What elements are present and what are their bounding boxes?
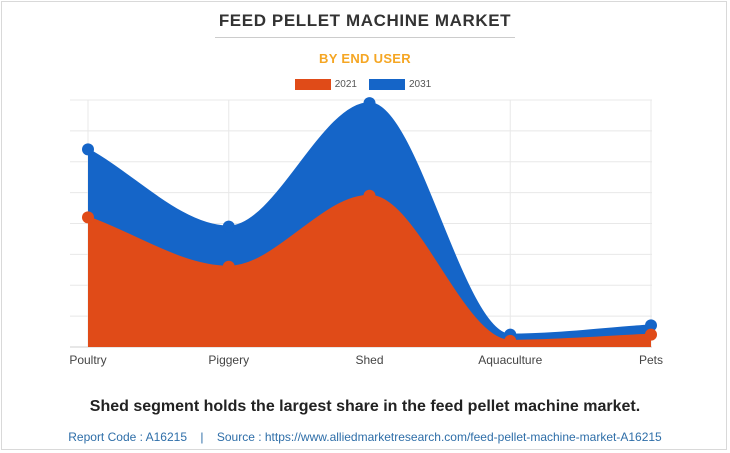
x-tick-label-shed: Shed [355,353,383,367]
area-series-2021 [88,195,651,347]
legend-label-2021: 2021 [334,79,357,90]
data-point-2021-piggery [222,260,235,273]
chart-caption: Shed segment holds the largest share in … [89,398,641,415]
legend-label-2031: 2031 [409,79,432,90]
legend-swatch-2031 [369,79,405,90]
footer-separator [190,430,197,444]
chart-subtitle: BY END USER [319,51,411,66]
data-point-2031-poultry [82,143,94,156]
footer-separator-bar: | [200,430,204,444]
chart-title: FEED PELLET MACHINE MARKET [218,11,512,30]
footer-separator-2 [207,430,214,444]
report-code: Report Code : A16215 [68,430,188,444]
data-point-2031-piggery [222,220,235,233]
source-link[interactable]: Source : https://www.alliedmarketresearc… [216,430,662,444]
legend-item-2021[interactable]: 2021 [294,79,361,90]
x-tick-label-pets: Pets [639,353,663,367]
legend-item-2031[interactable]: 2031 [369,79,435,90]
data-point-2021-shed [363,189,376,202]
data-point-2031-shed [363,97,376,110]
data-point-2021-pets [645,328,657,341]
x-tick-label-poultry: Poultry [69,353,106,367]
chart-footer: Report Code : A16215 | Source : https://… [0,430,730,444]
data-point-2021-aquaculture [504,334,517,347]
title-divider [215,37,515,38]
x-tick-label-aquaculture: Aquaculture [478,353,542,367]
legend-swatch-2021 [294,79,331,90]
data-point-2021-poultry [82,211,94,224]
chart-legend: 2021 2031 [0,79,730,90]
x-tick-label-piggery: Piggery [208,353,249,367]
data-point-2031-pets [645,319,657,332]
